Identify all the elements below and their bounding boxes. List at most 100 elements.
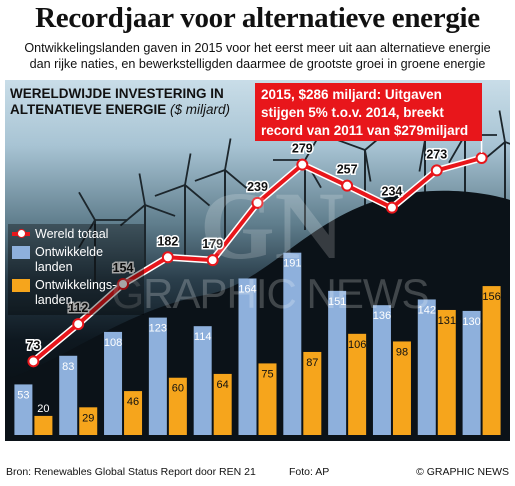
- bar-developing: [348, 333, 367, 435]
- x-tick-label: 2010: [244, 440, 271, 441]
- chart: 73 112 154 182 179 239 279 257 234 273 53 20 83 29 10…: [5, 106, 510, 441]
- x-tick-label: 2015: [468, 440, 495, 441]
- bar-developing: [437, 309, 456, 435]
- bar-developing: [303, 351, 322, 435]
- world-total-label: 112: [68, 301, 88, 315]
- x-tick-label: 2006: [65, 440, 92, 441]
- bar-developed: [417, 299, 436, 435]
- bar-label-developed: 164: [238, 283, 256, 295]
- x-tick-label: 2007: [110, 440, 137, 441]
- world-total-label: 154: [113, 261, 134, 275]
- callout-line-3: record van 2011 van $279miljard: [261, 123, 469, 138]
- world-total-label: 179: [202, 237, 223, 251]
- bar-label-developing: 20: [37, 403, 49, 415]
- bar-developed: [238, 278, 257, 435]
- x-tick-label: 2013: [379, 440, 406, 441]
- bar-label-developing: 29: [82, 412, 94, 424]
- world-point: [161, 251, 174, 264]
- bar-label-developing: 87: [306, 357, 318, 369]
- bar-label-developed: 191: [283, 258, 301, 270]
- bar-label-developed: 123: [149, 323, 167, 335]
- subtitle: Ontwikkelingslanden gaven in 2015 voor h…: [0, 40, 515, 72]
- world-total-label: 73: [26, 338, 40, 352]
- source-note: Bron: Renewables Global Status Report do…: [6, 466, 256, 478]
- x-tick-label: 2011: [289, 440, 315, 441]
- world-total-label: 279: [292, 142, 313, 156]
- bar-label-developing: 64: [217, 379, 229, 391]
- world-point: [430, 164, 443, 177]
- world-point: [341, 179, 354, 192]
- bar-label-developed: 83: [62, 361, 74, 373]
- world-total-label: 239: [247, 180, 268, 194]
- bar-developing: [392, 341, 411, 435]
- x-tick-label: 2005: [20, 440, 47, 441]
- bar-label-developing: 106: [348, 339, 366, 351]
- bar-label-developed: 114: [194, 331, 212, 343]
- developing-bars: [34, 286, 501, 435]
- x-tick-label: 2014: [423, 440, 450, 441]
- bar-value-labels: 53 20 83 29 108 46 123 60 114 64 164 75 191 87 151 106 1…: [17, 258, 500, 425]
- bar-label-developed: 136: [373, 310, 391, 322]
- legend-label-developing: Ontwikkelings-landen: [35, 278, 117, 307]
- subtitle-line-1: Ontwikkelingslanden gaven in 2015 voor h…: [24, 41, 491, 55]
- watermark: GRAPHIC NEWS: [111, 270, 429, 317]
- bar-label-developing: 75: [261, 368, 273, 380]
- world-point: [206, 254, 219, 267]
- x-axis: 2005 2006 2007 2008 2009 2010 2011 2012 2013 2014…: [20, 440, 495, 441]
- world-point: [117, 278, 130, 290]
- bar-label-developing: 98: [396, 346, 408, 358]
- photo-credit: Foto: AP: [289, 466, 330, 478]
- chart-heading-line-1: WERELDWIJDE INVESTERING IN: [10, 86, 224, 101]
- callout-box: 2015, $286 miljard: Uitgaven stijgen 5% …: [255, 83, 482, 141]
- legend-item-developing: Ontwikkelings-landen: [12, 278, 140, 308]
- legend-swatch-developed: [12, 246, 30, 259]
- world-point: [385, 201, 398, 214]
- wind-turbine-icon: [78, 191, 127, 290]
- bar-label-developed: 108: [104, 337, 122, 349]
- wind-turbine-icon: [154, 153, 211, 255]
- page-title: Recordjaar voor alternatieve energie: [35, 2, 480, 34]
- legend-swatch-developing: [12, 279, 30, 292]
- world-total-label: 273: [426, 147, 447, 161]
- bar-label-developed: 130: [462, 316, 480, 328]
- bar-developed: [462, 310, 481, 435]
- bar-developing: [34, 415, 53, 435]
- bar-label-developed: 142: [418, 304, 436, 316]
- bar-label-developed: 53: [17, 389, 29, 401]
- chart-heading-line-2: ALTENATIEVE ENERGIE: [10, 102, 167, 117]
- x-tick-label: 2009: [199, 440, 226, 441]
- x-tick-label: 2012: [334, 440, 361, 441]
- bar-developed: [148, 317, 167, 435]
- developed-bars: [14, 252, 481, 435]
- callout-line-1: 2015, $286 miljard: Uitgaven: [261, 87, 442, 102]
- world-point: [251, 196, 264, 209]
- world-point: [27, 355, 40, 368]
- bar-label-developing: 60: [172, 383, 184, 395]
- bar-label-developing: 46: [127, 396, 139, 408]
- bar-developed: [372, 305, 391, 435]
- bar-developed: [14, 384, 33, 435]
- bar-developed: [59, 355, 78, 435]
- world-total-line: [27, 140, 488, 368]
- bar-developed: [283, 252, 302, 435]
- chart-heading: WERELDWIJDE INVESTERING IN ALTENATIEVE E…: [10, 86, 230, 118]
- bar-developed: [104, 331, 123, 435]
- bar-developing: [482, 286, 501, 435]
- world-point: [475, 152, 488, 164]
- bar-developing: [79, 407, 98, 435]
- legend: Wereld totaal Ontwikkelde landen Ontwikk…: [8, 224, 144, 315]
- bar-developed: [328, 290, 347, 435]
- bar-developing: [168, 377, 187, 435]
- chart-heading-unit: ($ miljard): [170, 102, 231, 117]
- world-point: [72, 318, 85, 331]
- world-total-label: 257: [337, 163, 358, 177]
- bar-developing: [124, 391, 143, 435]
- wind-turbine-icon: [194, 138, 251, 240]
- subtitle-line-2: dan rijke naties, en bewerkstelligden da…: [29, 57, 486, 71]
- legend-label-world: Wereld totaal: [35, 227, 109, 241]
- bar-label-developing: 131: [438, 315, 456, 327]
- callout-line-2: stijgen 5% t.o.v. 2014, breekt: [261, 105, 444, 120]
- world-total-labels: 73 112 154 182 179 239 279 257 234 273: [25, 140, 449, 354]
- copyright: © GRAPHIC NEWS: [416, 466, 509, 478]
